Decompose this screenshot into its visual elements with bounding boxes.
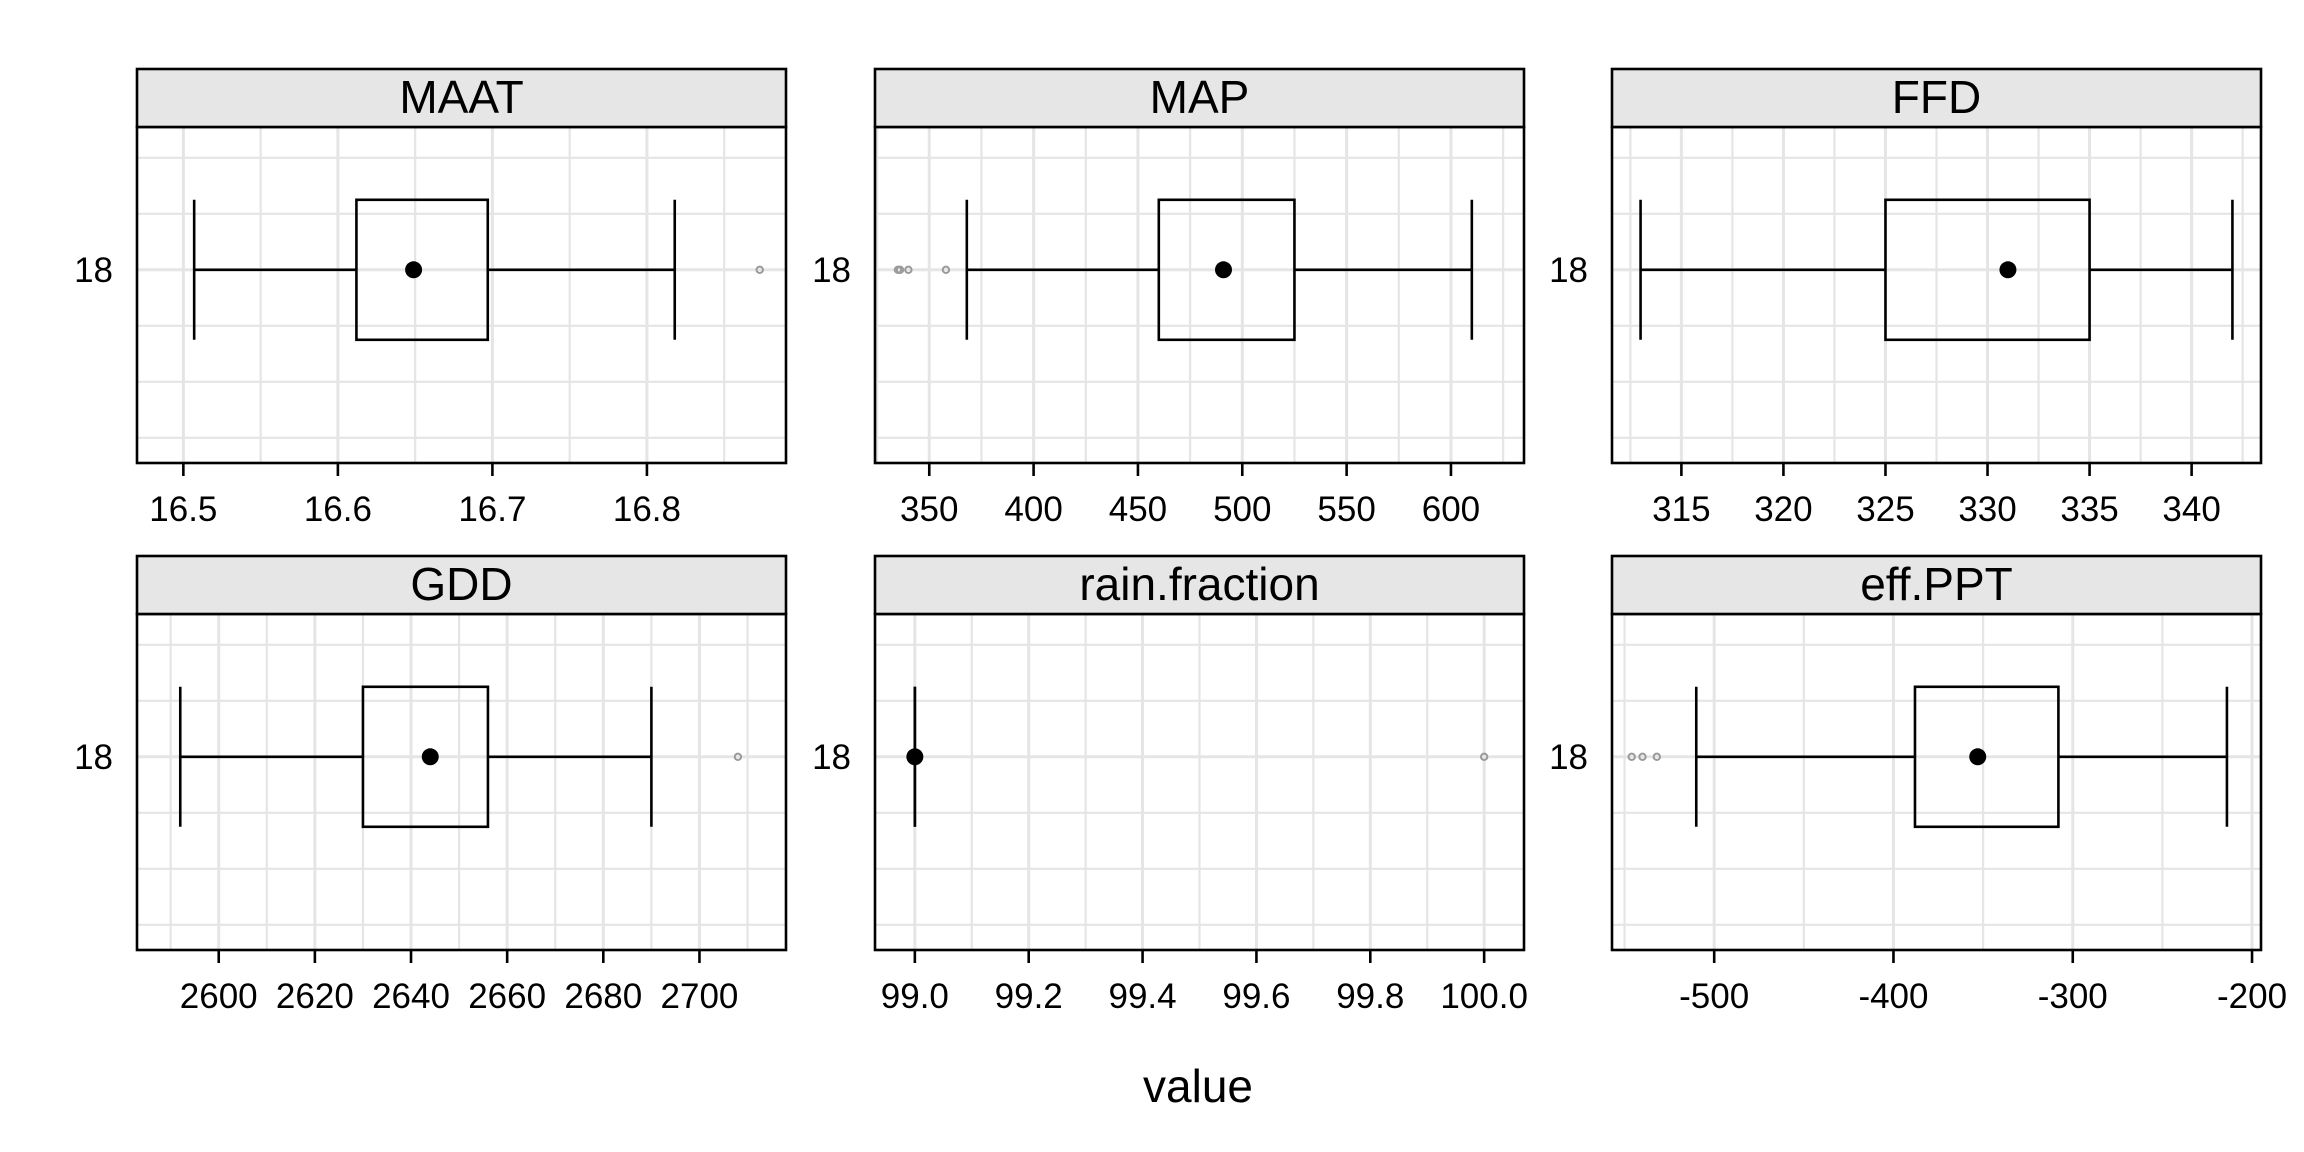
x-tick-label: 2620: [276, 977, 354, 1016]
strip-label: MAAT: [399, 71, 523, 123]
y-tick-label: 18: [812, 251, 851, 290]
x-tick-label: 16.8: [613, 490, 681, 529]
box-iqr: [355, 198, 490, 342]
x-tick-label: 325: [1856, 490, 1914, 529]
y-tick-label: 18: [812, 738, 851, 777]
x-tick-label: 100.0: [1440, 977, 1528, 1016]
outlier-point: [1479, 752, 1489, 761]
panel-MAP: MAP 18 350 400 450 500 550 600: [812, 67, 1526, 529]
strip-label: GDD: [410, 558, 512, 610]
x-tick-label: 340: [2162, 490, 2220, 529]
y-tick-label: 18: [74, 251, 113, 290]
x-tick-label: -300: [2038, 977, 2108, 1016]
x-tick-label: 2600: [180, 977, 258, 1016]
x-tick-label: 350: [900, 490, 958, 529]
x-tick-label: 99.0: [881, 977, 949, 1016]
outlier-point: [1638, 752, 1647, 761]
x-tick-label: 16.6: [304, 490, 372, 529]
x-tick-label: 99.6: [1222, 977, 1290, 1016]
strip-background: [1610, 67, 2263, 129]
box-iqr: [1157, 198, 1296, 342]
panel-background: [137, 127, 786, 463]
outlier-point: [1627, 752, 1636, 761]
panel-eff-PPT: eff.PPT 18 -500 -400 -300 -200: [1549, 554, 2287, 1016]
strip-label: rain.fraction: [1079, 558, 1319, 610]
median-point: [421, 748, 439, 766]
strip-background: [873, 554, 1526, 616]
median-point: [1969, 748, 1987, 766]
strip-background: [135, 554, 788, 616]
x-tick-label: -400: [1858, 977, 1928, 1016]
x-tick-label: 99.2: [995, 977, 1063, 1016]
x-tick-label: 330: [1958, 490, 2016, 529]
panel-background: [137, 614, 786, 950]
x-tick-label: 16.5: [149, 490, 217, 529]
strip-label: FFD: [1892, 71, 1981, 123]
x-tick-label: -500: [1679, 977, 1749, 1016]
median-point: [1999, 261, 2017, 279]
x-tick-label: 16.7: [458, 490, 526, 529]
box-iqr: [1884, 198, 2091, 342]
x-tick-label: 400: [1004, 490, 1062, 529]
x-tick-label: 2640: [372, 977, 450, 1016]
panel-background: [1612, 614, 2261, 950]
outlier-point: [1652, 752, 1662, 761]
x-tick-label: -200: [2217, 977, 2287, 1016]
outlier-point: [895, 265, 905, 274]
y-tick-label: 18: [1549, 251, 1588, 290]
median-point: [906, 748, 924, 766]
box-iqr: [361, 685, 490, 829]
x-axis-title: value: [1143, 1060, 1253, 1112]
strip-label: MAP: [1150, 71, 1250, 123]
panel-GDD: GDD 18 2600 2620 2640 2660 2680 2700: [74, 554, 788, 1016]
median-point: [1214, 261, 1232, 279]
panel-FFD: FFD 18 315 320 325 330 335 340: [1549, 67, 2263, 529]
x-tick-label: 600: [1422, 490, 1480, 529]
panel-rain-fraction: rain.fraction 18 99.0 99.2 99.4 99.6 99.8 100.0: [812, 554, 1528, 1016]
median-point: [405, 261, 423, 279]
y-tick-label: 18: [74, 738, 113, 777]
box-iqr: [1913, 685, 2060, 829]
strip-background: [873, 67, 1526, 129]
x-tick-label: 99.4: [1109, 977, 1177, 1016]
x-tick-label: 500: [1213, 490, 1271, 529]
outlier-point: [941, 265, 951, 274]
strip-label: eff.PPT: [1860, 558, 2013, 610]
outlier-point: [904, 265, 913, 274]
x-tick-label: 315: [1652, 490, 1710, 529]
strip-background: [135, 67, 788, 129]
outlier-point: [733, 752, 743, 761]
panel-background: [875, 127, 1524, 463]
x-tick-label: 2700: [661, 977, 739, 1016]
x-tick-label: 2660: [468, 977, 546, 1016]
x-tick-label: 99.8: [1336, 977, 1404, 1016]
x-tick-label: 450: [1109, 490, 1167, 529]
x-tick-label: 2680: [564, 977, 642, 1016]
y-tick-label: 18: [1549, 738, 1588, 777]
x-tick-label: 550: [1317, 490, 1375, 529]
panel-MAAT: MAAT 18 16.5 16.6 16.7 16.8: [74, 67, 788, 529]
outlier-point: [755, 265, 764, 274]
strip-background: [1610, 554, 2263, 616]
x-tick-label: 335: [2060, 490, 2118, 529]
x-tick-label: 320: [1754, 490, 1812, 529]
panels-group: MAAT 18 16.5 16.6 16.7 16.8 MAP 18 350 400 450 500 5…: [74, 67, 2287, 1016]
